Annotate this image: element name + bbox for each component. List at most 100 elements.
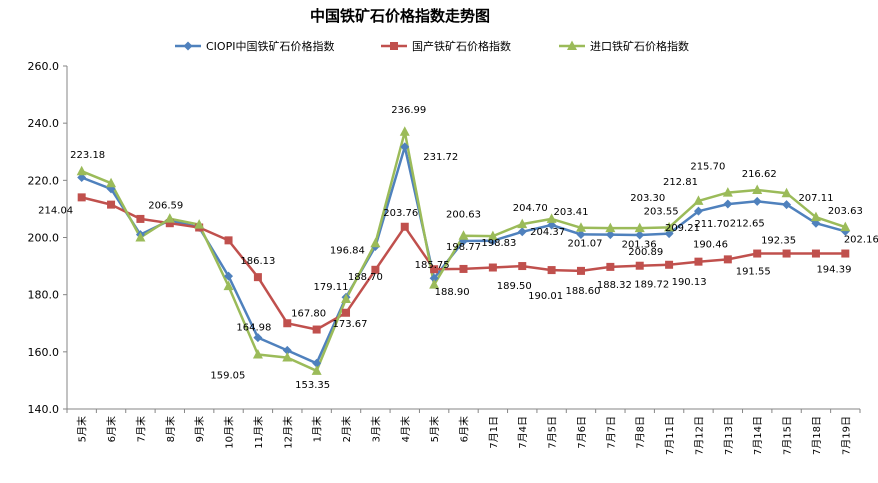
series-1-point [430,265,439,274]
series-2-point [722,187,733,197]
series-1-point [107,200,116,209]
x-tick-label: 7月15日 [782,416,794,455]
series-1-point [811,249,820,258]
series-2-point [164,213,175,223]
data-label: 214.04 [38,205,73,216]
x-tick-label: 10月末 [223,416,236,449]
data-label: 204.37 [530,227,565,238]
x-tick-label: 7月4日 [517,416,529,449]
series-2-point [546,213,557,223]
x-tick-label: 4月末 [399,416,412,442]
x-tick-label: 7月1日 [488,416,500,449]
series-1-point [459,264,468,273]
series-1-point [576,266,585,275]
series-1-point [694,257,703,266]
x-tick-label: 7月12日 [693,416,705,455]
series-2-point [135,232,146,242]
data-label: 201.36 [622,240,657,251]
series-2-point [458,230,469,240]
data-label: 212.65 [730,218,765,229]
series-1-point [400,222,409,231]
chart-title: 中国铁矿石价格指数走势图 [310,7,490,25]
data-label: 153.35 [295,380,330,391]
data-label: 190.13 [672,277,707,288]
series-1-point [782,249,791,258]
legend: CIOPI中国铁矿石价格指数 国产铁矿石价格指数 进口铁矿石价格指数 [175,39,689,53]
x-tick-label: 7月末 [134,416,147,442]
series-1-point [547,266,556,275]
y-tick-label: 140.0 [28,403,60,416]
series-0-point [782,200,792,210]
x-tick-label: 1月末 [311,416,324,442]
series-2-point [252,349,263,359]
series-1-point [753,249,762,258]
plot-area [76,126,851,375]
data-label: 200.63 [446,210,481,221]
data-label: 188.32 [597,280,632,291]
x-tick-label: 7月5日 [547,416,559,449]
data-label: 188.70 [348,272,383,283]
x-tick-label: 7月6日 [576,416,588,449]
series-2-point [311,365,322,375]
series-2-point [341,293,352,303]
data-label: 203.55 [644,206,679,217]
series-2-point [605,222,616,233]
x-tick-label: 12月末 [281,416,294,449]
legend-label-1: 国产铁矿石价格指数 [412,39,511,53]
series-0-point [282,345,292,355]
series-1-point [283,319,292,328]
x-tick-label: 5月末 [428,416,441,442]
series-0-point [517,227,527,237]
series-2-point [76,165,87,176]
axes: 140.0 160.0 180.0 200.0 220.0 240.0 260.0 5月末 6月… [28,60,861,455]
x-tick-label: 9月末 [193,416,206,442]
legend-marker-2 [567,40,577,50]
data-label: 179.11 [314,282,349,293]
x-tick-label: 7月8日 [635,416,647,449]
series-1-point [224,236,233,245]
data-label: 173.67 [333,319,368,330]
data-label: 194.39 [816,265,851,276]
series-1-point [635,261,644,270]
x-tick-label: 2月末 [340,416,353,442]
series-2-point [223,280,234,291]
data-label: 215.70 [690,162,725,173]
data-label: 209.21 [665,223,700,234]
x-tick-label: 8月末 [164,416,177,442]
data-label: 206.59 [148,201,183,212]
data-label: 191.55 [736,267,771,278]
data-label: 212.81 [663,177,698,188]
series-0-point [224,271,234,281]
series-1-point [165,219,174,228]
data-label: 236.99 [391,105,426,116]
y-tick-label: 240.0 [28,117,60,130]
x-tick-label: 5月末 [76,416,89,442]
data-label: 198.77 [446,242,481,253]
series-1-point [371,265,380,274]
series-0-point [752,196,762,206]
data-label: 216.62 [742,169,777,180]
x-tick-label: 7月18日 [811,416,823,455]
data-label: 198.83 [481,238,516,249]
data-label: 189.72 [634,280,669,291]
series-2-point [752,184,763,194]
series-2-point [693,195,704,205]
series-1-point [841,249,850,258]
data-label: 186.13 [240,256,275,267]
data-label: 207.11 [798,193,833,204]
series-2-point [194,219,205,229]
data-label: 164.98 [236,323,271,334]
series-2-point [664,221,675,232]
series-0-point [576,229,586,239]
series-line-0 [81,145,846,365]
x-tick-label: 7月11日 [664,416,676,455]
data-label: 203.41 [553,207,588,218]
x-tick-label: 7月13日 [723,416,735,455]
data-label: 203.30 [630,193,665,204]
series-2-point [634,222,645,233]
data-label: 204.70 [513,203,548,214]
series-2-point [840,221,851,232]
series-0-point [635,230,645,240]
series-0-point [723,199,733,209]
x-tick-label: 7月7日 [605,416,617,449]
